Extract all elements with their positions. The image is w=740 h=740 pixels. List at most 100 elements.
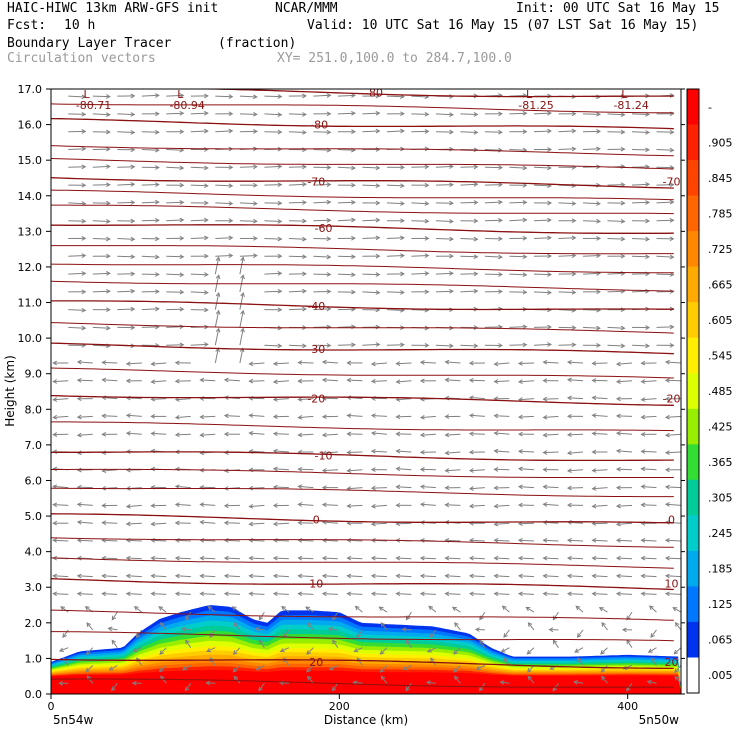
vector-arrow-92 — [117, 254, 136, 260]
vector-arrow-280 — [248, 538, 265, 543]
vector-arrow-865 — [664, 414, 681, 420]
tracer-fill — [51, 605, 681, 694]
vector-arrow-741 — [582, 201, 601, 206]
vector-arrow-726 — [566, 468, 584, 473]
vector-arrow-507 — [411, 129, 430, 134]
vector-arrow-368 — [313, 182, 332, 188]
vector-arrow-170 — [184, 682, 192, 692]
vector-arrow-785 — [621, 627, 633, 633]
vector-arrow-789 — [615, 555, 633, 561]
minimum-value-1: -80.94 — [169, 99, 204, 112]
vector-arrow-176 — [174, 573, 191, 579]
vector-arrow-214 — [199, 502, 216, 508]
vector-arrow-693 — [542, 450, 559, 455]
vector-arrow-627 — [493, 413, 510, 419]
vector-arrow-197 — [190, 200, 209, 206]
vector-arrow-609 — [484, 129, 503, 135]
vector-arrow-607 — [484, 165, 503, 170]
vector-arrow-478 — [405, 639, 412, 648]
vector-arrow-797 — [615, 413, 633, 419]
vector-arrow-117 — [125, 413, 142, 418]
vector-arrow-3 — [62, 629, 69, 639]
vector-arrow-279 — [248, 555, 265, 561]
vector-arrow-828 — [640, 466, 657, 472]
vector-arrow-720 — [566, 573, 584, 579]
vector-arrow-102 — [131, 680, 142, 686]
vector-arrow-322 — [272, 396, 289, 402]
vector-arrow-551 — [444, 555, 461, 561]
vector-arrow-471 — [386, 165, 405, 170]
vector-arrow-125 — [141, 272, 160, 277]
vector-arrow-434 — [362, 217, 381, 223]
vector-arrow-810 — [631, 182, 651, 187]
vector-arrow-728 — [566, 432, 584, 438]
contour-label-9-1: 10 — [665, 578, 679, 591]
contour-10 — [51, 658, 674, 670]
vector-arrow-738 — [582, 253, 602, 259]
vector-arrow-604 — [484, 218, 503, 223]
vector-arrow-358 — [297, 360, 314, 365]
vector-arrow-219 — [199, 414, 216, 420]
vector-arrow-382 — [321, 538, 338, 543]
vector-arrow-323 — [272, 379, 289, 385]
vector-arrow-235 — [215, 128, 234, 134]
vector-arrow-800 — [615, 361, 633, 367]
vector-arrow-731 — [566, 377, 584, 383]
vector-arrow-343 — [307, 622, 314, 631]
vector-arrow-21 — [68, 307, 87, 313]
vector-arrow-755 — [591, 555, 608, 561]
vector-arrow-23 — [68, 271, 87, 276]
vector-arrow-420 — [346, 468, 363, 473]
colorbar-swatch-11 — [687, 479, 699, 516]
vector-arrow-620 — [493, 538, 510, 543]
vector-arrow-351 — [297, 484, 314, 490]
vector-arrow-544 — [454, 675, 461, 684]
contour-line-6 — [51, 468, 674, 478]
vector-arrow-618 — [493, 573, 510, 579]
vector-arrow-124 — [141, 289, 160, 294]
vector-arrow-826 — [640, 502, 657, 508]
vector-arrow-827 — [640, 484, 657, 490]
vector-arrow-2 — [58, 647, 69, 652]
vector-arrow-146 — [150, 503, 167, 509]
vector-arrow-443 — [379, 665, 388, 673]
vector-arrow-385 — [321, 485, 338, 490]
vector-arrow-266 — [239, 182, 258, 188]
y-tick-label-1: 1.0 — [25, 652, 43, 665]
vector-arrow-776 — [607, 182, 626, 188]
vector-arrow-486 — [395, 502, 412, 508]
colorbar-swatch-13 — [687, 550, 699, 587]
vector-arrow-108 — [125, 573, 142, 579]
colorbar-swatch-8 — [687, 373, 699, 410]
vector-arrow-159 — [166, 272, 185, 278]
vector-arrow-264 — [239, 218, 258, 224]
vector-arrow-294 — [264, 288, 283, 294]
vector-arrow-361 — [313, 306, 332, 312]
minimum-value-2: -81.25 — [518, 99, 553, 112]
vector-arrow-72 — [111, 611, 118, 621]
vector-arrow-99 — [117, 130, 136, 135]
vector-arrow-727 — [566, 450, 584, 456]
vector-arrow-143 — [150, 555, 167, 561]
vector-arrow-493 — [395, 379, 412, 385]
vector-arrow-119 — [125, 378, 142, 384]
vector-arrow-512 — [426, 647, 437, 653]
vector-arrow-17 — [52, 379, 69, 384]
vector-arrow-291 — [264, 343, 283, 349]
vector-arrow-77 — [101, 520, 118, 526]
vector-arrow-158 — [166, 289, 185, 295]
vector-arrow-505 — [411, 164, 430, 170]
vector-arrow-43 — [76, 519, 93, 525]
contour-label-9-0: 10 — [309, 578, 323, 591]
vector-arrow-94 — [117, 218, 136, 224]
vector-arrow-432 — [362, 253, 381, 259]
vector-arrow-649 — [527, 622, 535, 631]
colorbar-swatch-2 — [687, 160, 699, 197]
y-tick-label-13: 13.0 — [18, 225, 43, 238]
vector-arrow-411 — [356, 629, 363, 639]
org-label: NCAR/MMM — [275, 1, 338, 16]
contour-line-12 — [51, 245, 674, 255]
vector-arrow-314 — [272, 538, 289, 543]
vector-arrow-198 — [190, 183, 209, 189]
vector-arrow-208 — [207, 605, 216, 613]
